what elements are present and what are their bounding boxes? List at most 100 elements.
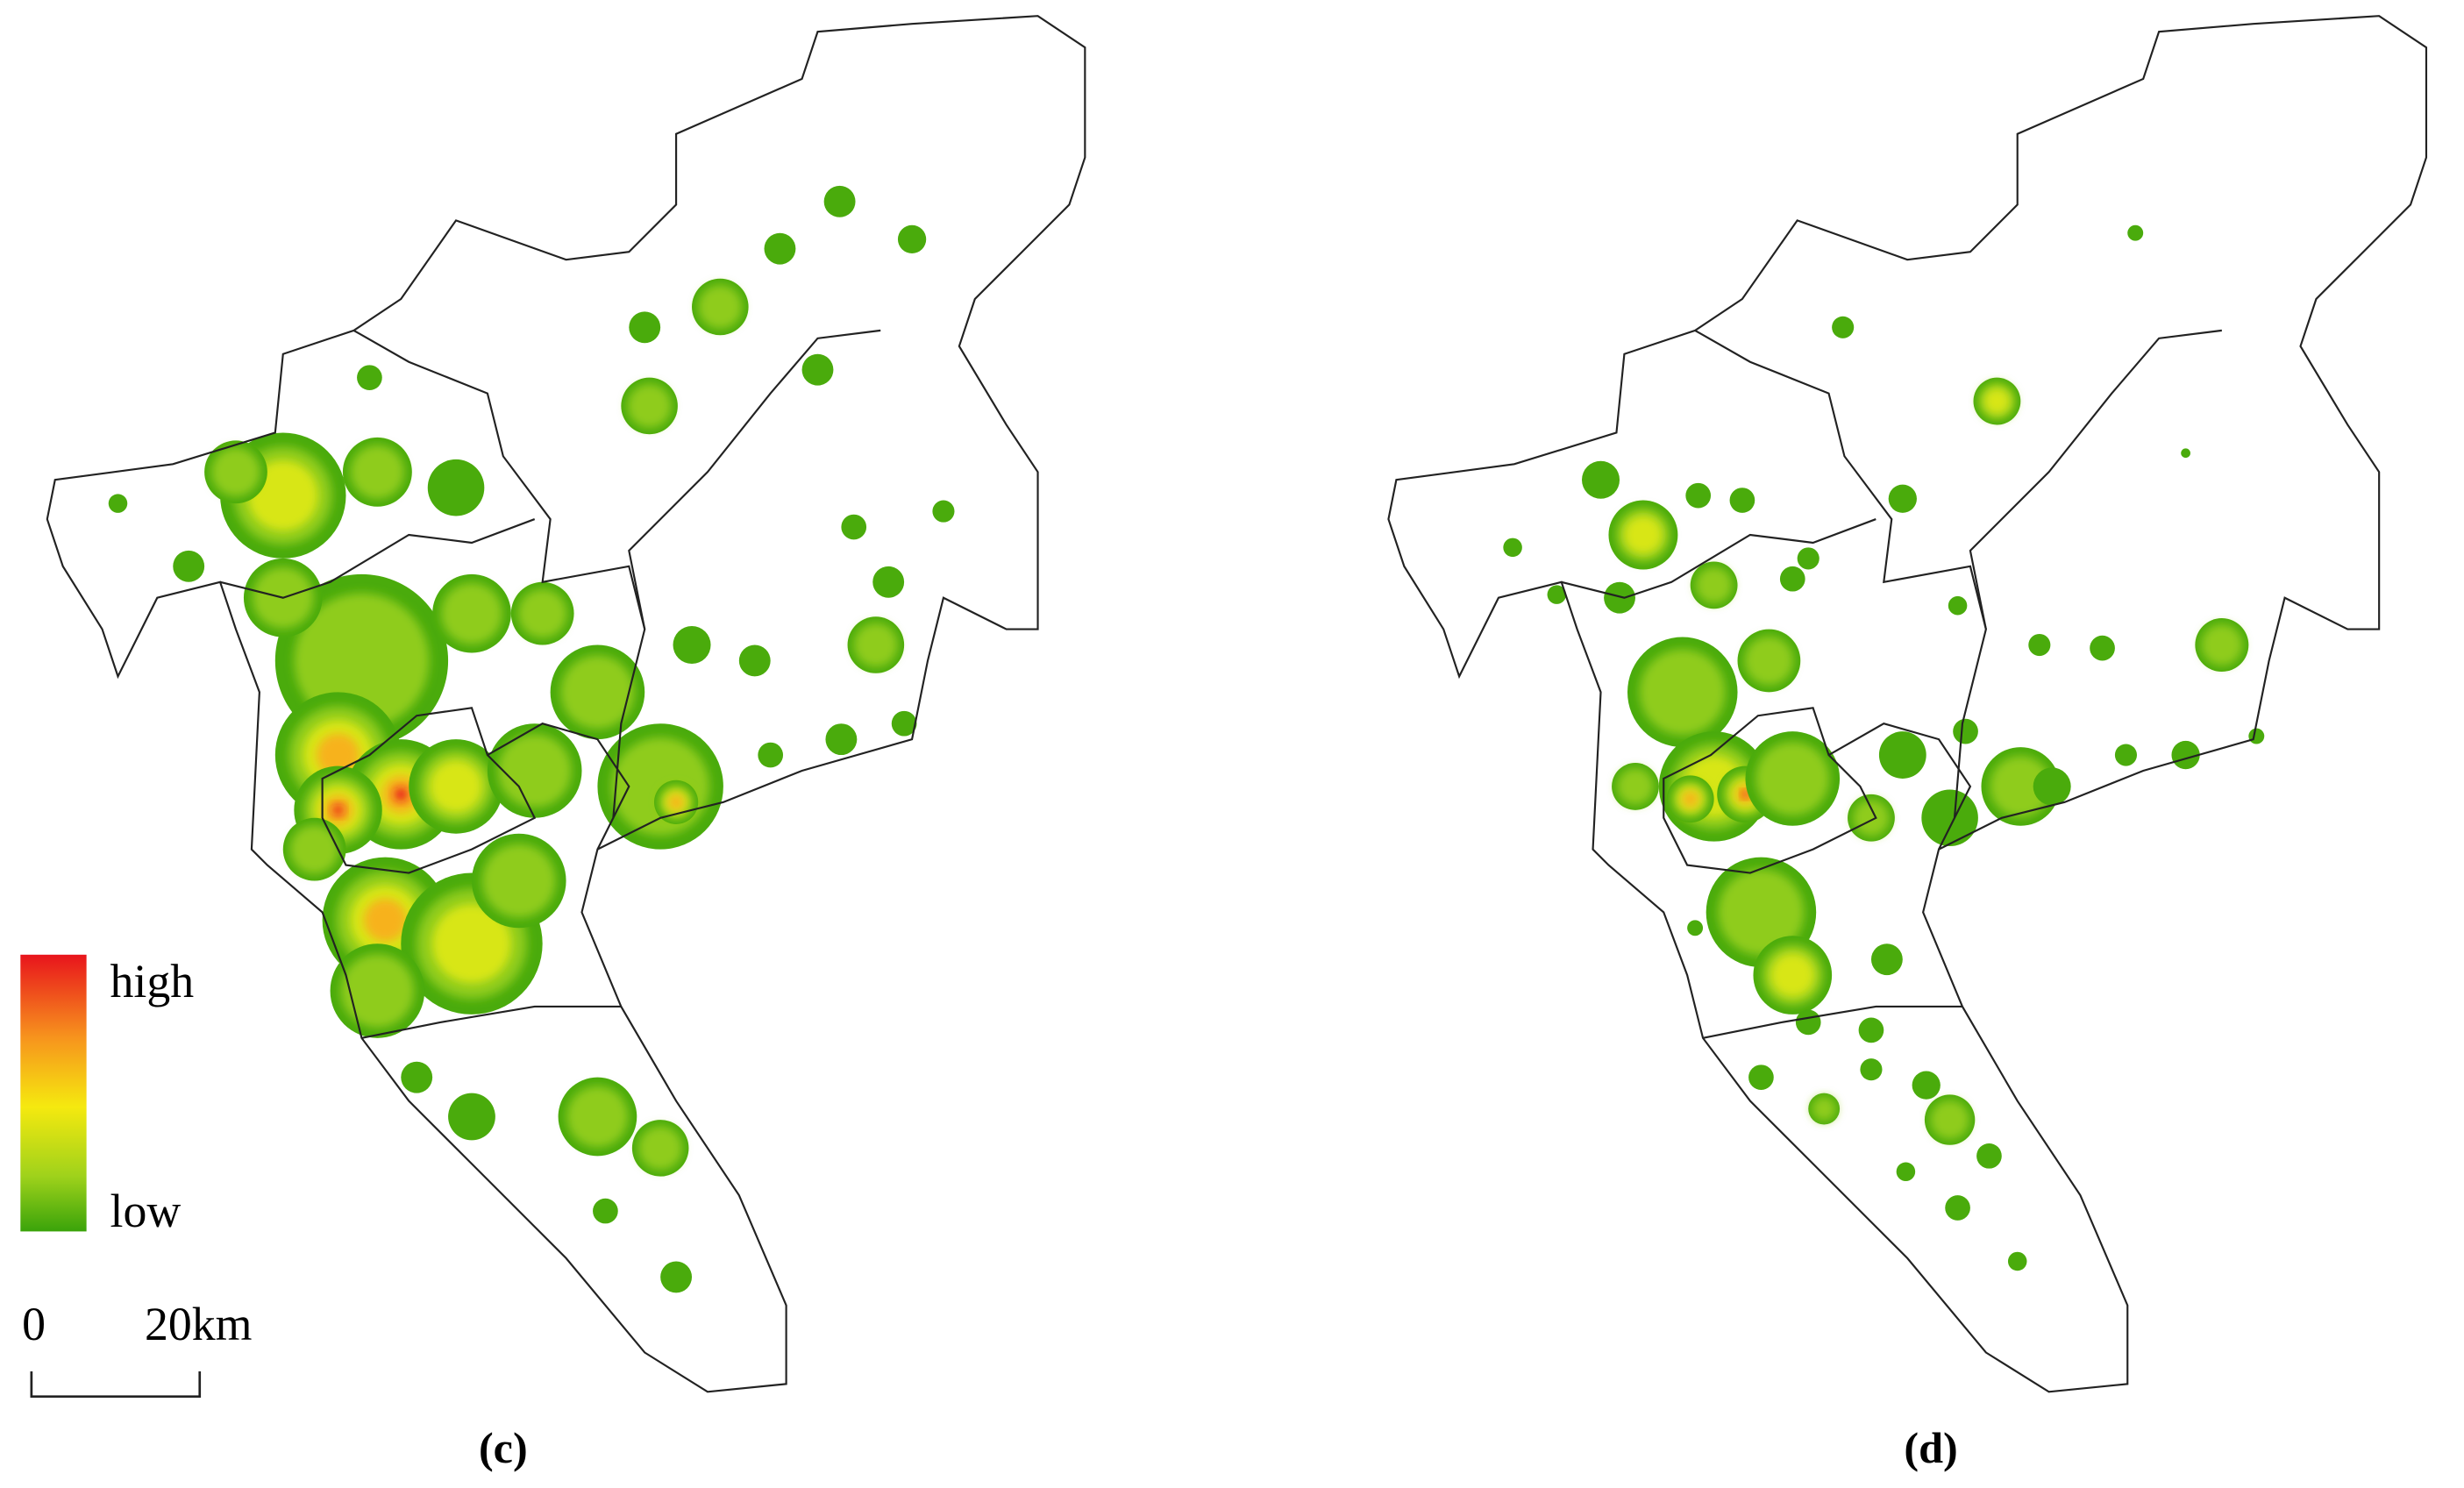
density-blob [1860, 1058, 1883, 1081]
density-blob [427, 459, 485, 516]
density-blob [891, 710, 917, 737]
density-blob [1741, 791, 1749, 798]
density-blob [1682, 791, 1698, 808]
legend-low: low [110, 1185, 182, 1237]
density-blob [350, 445, 405, 500]
density-blob [738, 644, 771, 677]
density-blob [1547, 585, 1567, 604]
panel-caption: (c) [479, 1423, 528, 1472]
density-blob [1795, 1009, 1821, 1036]
density-blob [441, 582, 502, 644]
density-blob [1896, 1162, 1916, 1182]
density-blob [357, 365, 382, 391]
density-blob [2028, 633, 2051, 657]
density-blob [611, 737, 710, 836]
density-blob [1623, 515, 1663, 555]
density-blob [1983, 388, 2011, 415]
density-blob [1503, 538, 1522, 558]
density-blob [1770, 953, 1815, 998]
density-blob [363, 898, 407, 942]
density-blob [173, 550, 205, 582]
boundary [1387, 15, 2428, 1393]
map-panel [1387, 15, 2428, 1393]
density-blob [823, 185, 856, 217]
density-blob [1976, 1143, 2002, 1169]
density-blob [1687, 920, 1704, 936]
density-blob [497, 734, 572, 808]
scale-end: 20km [145, 1298, 253, 1350]
density-blob [560, 655, 635, 730]
density-blob [660, 1261, 693, 1293]
density-blob [1604, 581, 1635, 614]
density-blob [108, 494, 128, 513]
density-blob [1912, 1071, 1941, 1100]
density-blob [1832, 316, 1855, 338]
density-blob [1748, 1064, 1774, 1091]
density-blob [801, 353, 834, 386]
density-blob [2033, 767, 2071, 806]
density-blob [1729, 488, 1755, 513]
density-blob [1930, 1100, 1969, 1140]
density-blob [401, 1061, 433, 1093]
density-blob [841, 514, 867, 540]
density-blob [1858, 1017, 1884, 1043]
density-blob [2114, 744, 2138, 766]
panel-caption: (d) [1904, 1423, 1957, 1472]
density-blob [481, 844, 556, 918]
density-blob [698, 284, 743, 330]
density-blob [1921, 789, 1978, 847]
legend-ramp [20, 954, 87, 1232]
density-blob [1888, 484, 1917, 513]
density-blob [1953, 718, 1978, 744]
density-blob [1581, 460, 1620, 499]
density-layer [1503, 224, 2265, 1271]
density-blob [872, 566, 905, 598]
density-blob [1695, 566, 1733, 604]
density-blob [2181, 448, 2190, 459]
density-blob [566, 1086, 629, 1148]
density-blob [825, 723, 858, 756]
density-blob [394, 787, 408, 801]
density-blob [758, 742, 784, 768]
density-blob [1948, 595, 1968, 616]
density-layer [108, 185, 955, 1293]
density-blob [1685, 482, 1712, 509]
density-blob [2127, 224, 2144, 241]
density-blob [429, 759, 483, 814]
density-blob [340, 954, 415, 1028]
density-blob [2248, 728, 2265, 744]
density-blob [2201, 623, 2243, 666]
scale-start: 0 [22, 1298, 46, 1350]
density-blob [2007, 1251, 2027, 1271]
density-blob [593, 1198, 618, 1224]
density-blob [448, 1093, 495, 1141]
density-blob [764, 232, 796, 265]
density-blob [1878, 731, 1926, 779]
density-blob [2090, 635, 2115, 661]
density-blob [1812, 1096, 1837, 1121]
density-blob [1870, 943, 1903, 976]
density-blob [2171, 740, 2200, 770]
legend-high: high [110, 955, 195, 1007]
density-blob [673, 626, 711, 665]
density-blob [1755, 741, 1830, 815]
density-blob [211, 447, 260, 497]
density-blob [932, 500, 955, 523]
density-blob [853, 623, 899, 667]
density-blob [332, 804, 344, 815]
density-blob [627, 383, 672, 429]
density-blob [289, 824, 339, 874]
density-blob [431, 904, 512, 984]
density-blob [1616, 767, 1654, 805]
density-blob [1945, 1195, 1970, 1221]
density-blob [629, 311, 661, 344]
density-blob [1990, 755, 2052, 817]
density-blob [637, 1126, 683, 1171]
density-blob [897, 224, 927, 254]
density-blob [1639, 649, 1726, 736]
scale-bar [30, 1371, 202, 1399]
density-blob [1797, 547, 1820, 570]
density-blob [1852, 799, 1890, 837]
